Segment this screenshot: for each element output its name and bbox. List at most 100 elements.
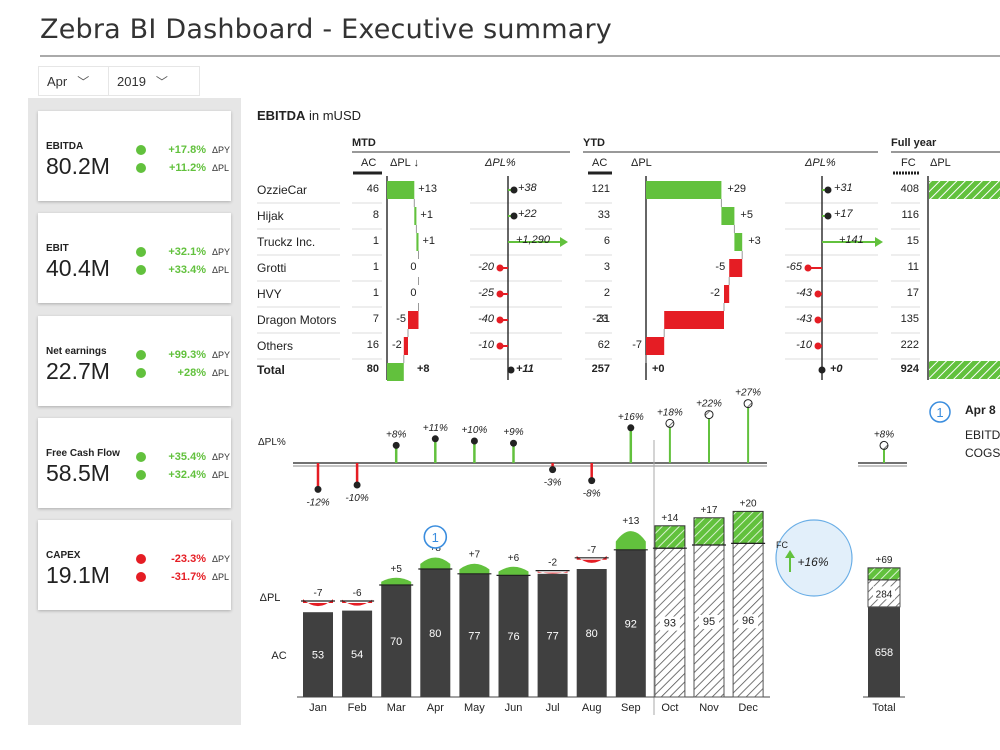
pin-dot (496, 290, 504, 298)
note-line2: COGS (965, 446, 1000, 460)
kpi-card[interactable]: EBIT 40.4M +32.1% ΔPY +33.4% ΔPL (38, 213, 231, 303)
fy-bar (929, 181, 1000, 199)
kpi-label: Net earnings (46, 346, 107, 357)
ytd-pct-label: +141 (839, 234, 864, 246)
total-dpl-bar (867, 567, 901, 581)
note-title: Apr 8 (965, 403, 996, 417)
callout-bubble (775, 519, 853, 597)
dpl-label: -6 (353, 588, 362, 599)
ac-bar (693, 544, 725, 698)
kpi-py-value: -23.3% (171, 553, 206, 565)
kpi-py-value: +17.8% (168, 144, 206, 156)
pct-dot (743, 399, 753, 409)
pin-dot (824, 186, 832, 194)
ac-bar (537, 573, 568, 697)
kpi-value: 80.2M (46, 153, 110, 179)
pin-dot (814, 316, 822, 324)
total-dpl-label: +69 (876, 555, 893, 566)
col-ac[interactable]: AC (361, 157, 377, 169)
fc-value: 15 (906, 235, 919, 247)
arrow-up-icon (136, 368, 146, 378)
pct-label: -3% (544, 478, 562, 489)
callout-marker-icon (423, 525, 448, 549)
kpi-py-value: +35.4% (168, 451, 206, 463)
ytd-dpl-label: -5 (715, 261, 726, 273)
kpi-pl-tag: ΔPL (212, 368, 230, 378)
dpl-label: +14 (661, 513, 678, 524)
total-label: Total (257, 363, 285, 377)
chevron-down-icon: ﹀ (155, 74, 168, 89)
waterfall-bar (724, 285, 730, 303)
mtd-pct-label: +22 (518, 208, 537, 220)
ac-value: 95 (703, 616, 715, 628)
ytd-ac-value: 3 (603, 261, 610, 273)
pin-dot (496, 264, 504, 272)
col-fc[interactable]: FC (901, 157, 916, 169)
month-dropdown[interactable]: Apr ﹀ (38, 66, 118, 96)
waterfall-bar (734, 233, 743, 251)
row-label: OzzieCar (257, 183, 308, 197)
col-ytd-dpl-pct[interactable]: ΔPL% (805, 157, 836, 169)
dpl-bar (459, 563, 490, 574)
dpl-bar (342, 599, 373, 606)
mtd-pct-label: -40 (478, 313, 494, 325)
arrow-up-icon (136, 470, 146, 480)
pct-dot (665, 418, 675, 428)
pct-dot (314, 485, 322, 493)
kpi-py-tag: ΔPY (212, 452, 231, 462)
note-marker-icon[interactable]: 1 (927, 399, 957, 429)
ytd-ac-value: 121 (591, 183, 610, 195)
dpl-label: -7 (314, 588, 323, 599)
kpi-card[interactable]: CAPEX 19.1M -23.3% ΔPY -31.7% ΔPL (38, 520, 231, 610)
ytd-pct-label: -65 (786, 261, 802, 273)
pin-dot (804, 264, 812, 272)
mtd-dpl-label: +13 (418, 183, 437, 195)
fc-value: 11 (907, 261, 919, 273)
category-label: Jul (546, 702, 560, 714)
col-dpl-pct[interactable]: ΔPL% (485, 157, 516, 169)
pct-dot (392, 441, 400, 449)
dpl-bar (732, 510, 764, 544)
mtd-dpl-label: -5 (396, 313, 406, 325)
kpi-py-row: +99.3% ΔPY (136, 349, 234, 361)
kpi-pl-value: +28% (177, 367, 206, 379)
kpi-py-tag: ΔPY (212, 350, 231, 360)
waterfall-bar (414, 207, 417, 225)
ac-bar (303, 612, 333, 697)
arrow-up-icon (136, 145, 146, 155)
category-label: May (464, 702, 485, 714)
ac-value-bg (738, 614, 759, 629)
mtd-pct-label: -25 (478, 287, 494, 299)
title-divider (40, 55, 1000, 57)
dpl-bar (537, 571, 568, 574)
kpi-py-tag: ΔPY (212, 247, 231, 257)
col-ytd-dpl[interactable]: ΔPL (631, 157, 652, 169)
total-ac-bar (868, 606, 900, 697)
chevron-down-icon: ﹀ (77, 74, 90, 89)
kpi-label: EBITDA (46, 141, 84, 152)
col-ytd-ac[interactable]: AC (592, 157, 608, 169)
category-label: Dec (738, 702, 758, 714)
ytd-pct-label: -43 (796, 313, 812, 325)
dpl-label: -2 (548, 558, 557, 569)
total-pct-dot (879, 440, 889, 450)
pct-label: +11% (423, 423, 448, 434)
col-fy-dpl[interactable]: ΔPL (930, 157, 951, 169)
year-dropdown[interactable]: 2019 ﹀ (108, 66, 200, 96)
total-ytd-dpl: +0 (652, 363, 665, 375)
pct-dot (353, 481, 361, 489)
kpi-card[interactable]: EBITDA 80.2M +17.8% ΔPY +11.2% ΔPL (38, 111, 231, 201)
fy-total-bar (929, 361, 1000, 379)
dpl-label: +6 (508, 553, 520, 564)
ytd-dpl-label: +3 (748, 235, 761, 247)
arrow-up-icon (136, 163, 146, 173)
pin-dot-total (507, 366, 515, 374)
pct-label: -12% (306, 497, 329, 508)
col-dpl[interactable]: ΔPL ↓ (390, 157, 419, 169)
mtd-ac-value: 1 (372, 261, 379, 273)
ytd-ac-value: 62 (597, 339, 610, 351)
kpi-card[interactable]: Net earnings 22.7M +99.3% ΔPY +28% ΔPL (38, 316, 231, 406)
ac-value: 54 (351, 649, 363, 661)
kpi-card[interactable]: Free Cash Flow 58.5M +35.4% ΔPY +32.4% ΔPL (38, 418, 231, 508)
ytd-ac-value: 6 (603, 235, 610, 247)
